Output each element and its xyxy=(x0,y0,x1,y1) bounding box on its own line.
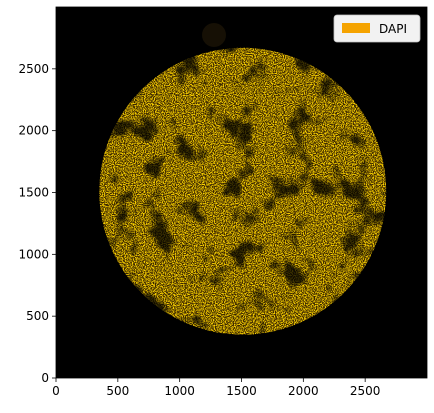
x-tick-label: 500 xyxy=(106,384,129,398)
x-tick-label: 0 xyxy=(52,384,60,398)
x-tick-label: 2500 xyxy=(350,384,381,398)
y-tick-label: 2000 xyxy=(18,124,49,138)
x-axis: 0 500 1000 1500 2000 2500 xyxy=(52,378,380,398)
legend-label-dapi: DAPI xyxy=(379,22,407,36)
y-tick-label: 1500 xyxy=(18,186,49,200)
legend: DAPI xyxy=(333,14,421,43)
y-axis: 0 500 1000 1500 2000 2500 xyxy=(18,62,56,385)
legend-swatch xyxy=(342,23,370,33)
legend-box xyxy=(333,14,421,43)
y-tick-label: 500 xyxy=(26,309,49,323)
tissue-disc xyxy=(99,47,387,335)
dim-spot xyxy=(202,23,226,47)
y-tick-label: 1000 xyxy=(18,247,49,261)
x-tick-label: 1500 xyxy=(226,384,257,398)
x-tick-label: 1000 xyxy=(164,384,195,398)
y-tick-label: 0 xyxy=(41,371,49,385)
y-tick-label: 2500 xyxy=(18,62,49,76)
image-layer xyxy=(99,23,387,335)
x-tick-label: 2000 xyxy=(288,384,319,398)
